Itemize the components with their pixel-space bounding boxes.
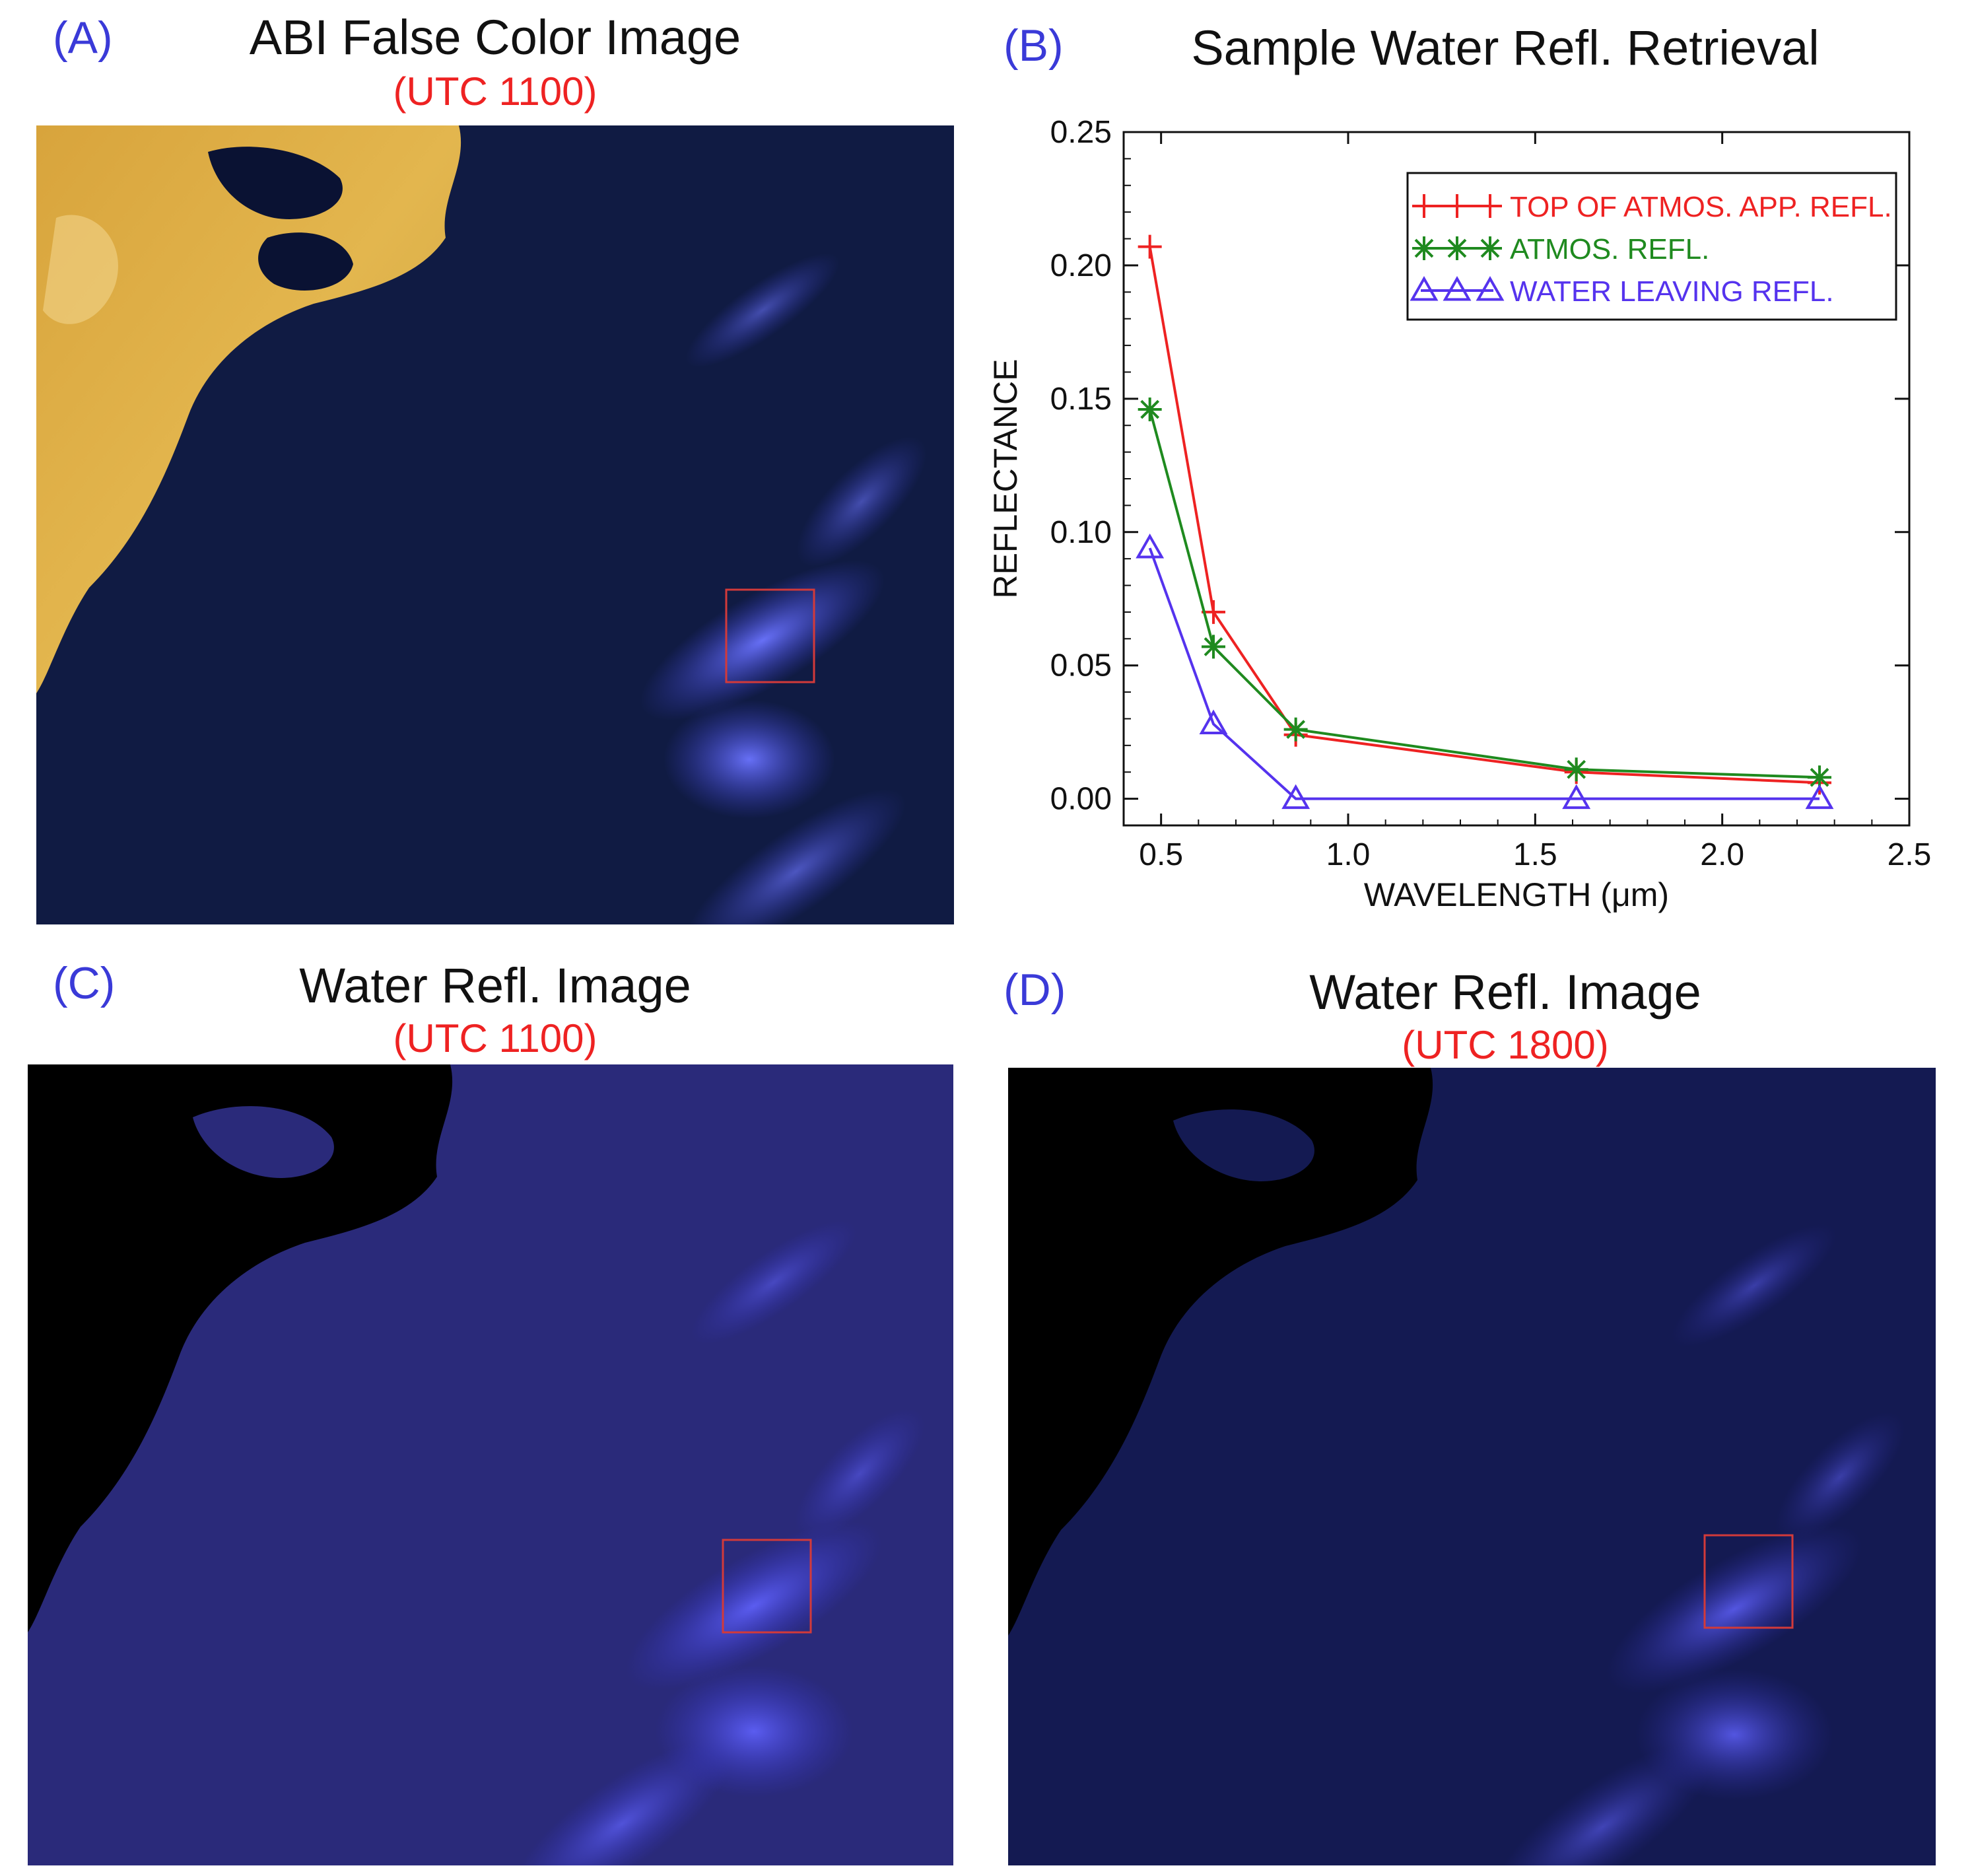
legend-marker-1 [1478, 236, 1502, 260]
x-axis-label: WAVELENGTH (μm) [1364, 876, 1669, 913]
panel-c-subtitle: (UTC 1100) [393, 1016, 597, 1060]
legend-label-2: WATER LEAVING REFL. [1510, 275, 1834, 308]
legend-marker-2 [1443, 275, 1472, 301]
series-2-point [1199, 709, 1228, 735]
legend-marker-1 [1412, 236, 1436, 260]
series-1-point [1283, 717, 1308, 742]
y-axis-label: REFLECTANCE [987, 359, 1024, 598]
series-2-point [1136, 533, 1165, 559]
legend-marker-0 [1445, 194, 1469, 218]
series-2-point [1281, 784, 1310, 810]
series-0-point [1138, 234, 1162, 259]
series-1-point [1138, 398, 1162, 421]
x-tick-label: 0.5 [1139, 837, 1183, 872]
panel-c-water-refl-image [28, 1064, 953, 1865]
series-line-2 [1148, 547, 1820, 800]
panel-b-title: Sample Water Refl. Retrieval [1191, 20, 1820, 75]
panel-a-subtitle: (UTC 1100) [393, 69, 597, 114]
x-tick-label: 1.0 [1326, 837, 1371, 872]
y-tick-label: 0.05 [1050, 648, 1112, 683]
panel-d-letter: (D) [1004, 965, 1066, 1015]
series-line-0 [1148, 246, 1820, 784]
x-tick-label: 1.5 [1513, 837, 1557, 872]
legend-marker-2 [1410, 275, 1439, 301]
legend-label-1: ATMOS. REFL. [1510, 233, 1709, 265]
legend-label-0: TOP OF ATMOS. APP. REFL. [1510, 191, 1892, 223]
y-tick-label: 0.20 [1050, 248, 1112, 283]
series-2-point [1562, 784, 1591, 810]
panel-c-letter: (C) [53, 958, 116, 1008]
y-tick-label: 0.15 [1050, 382, 1112, 417]
panel-d-water-refl-image [1008, 1068, 1936, 1865]
x-tick-label: 2.0 [1700, 837, 1744, 872]
panel-a-sample-box [725, 588, 815, 683]
panel-c-title: Water Refl. Image [299, 958, 691, 1013]
legend-marker-2 [1476, 275, 1505, 301]
reflectance-chart: 0.5 1.0 1.5 2.0 2.5 0.00 0.05 0.10 0.15 0.20 0.25 W… [987, 115, 1932, 913]
legend-marker-0 [1412, 194, 1436, 218]
y-tick-label: 0.10 [1050, 515, 1112, 550]
panel-b-letter: (B) [1004, 20, 1064, 71]
legend-marker-0 [1478, 194, 1502, 218]
y-tick-label: 0.00 [1050, 782, 1112, 817]
series-1-point [1564, 757, 1588, 782]
panel-d-subtitle: (UTC 1800) [1402, 1023, 1609, 1067]
y-tick-label: 0.25 [1050, 115, 1112, 150]
series-2-point [1805, 784, 1834, 810]
x-tick-label: 2.5 [1888, 837, 1932, 872]
panel-d-sample-box [1703, 1534, 1794, 1629]
panel-a-false-color-image [36, 125, 954, 924]
series-1-point [1808, 765, 1831, 790]
panel-d-title: Water Refl. Image [1309, 965, 1701, 1020]
panel-a-title: ABI False Color Image [249, 10, 741, 65]
series-line-1 [1148, 409, 1820, 779]
series-1-point [1202, 635, 1225, 659]
series-0-point [1202, 600, 1225, 624]
legend-marker-1 [1445, 236, 1469, 260]
panel-c-sample-box [722, 1539, 812, 1634]
panel-a-letter: (A) [53, 13, 113, 63]
